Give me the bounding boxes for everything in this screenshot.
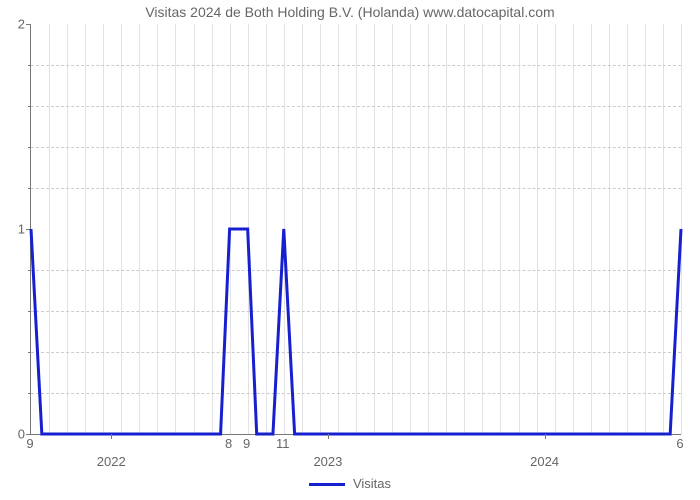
y-tick-label: 2 [7,17,25,32]
x-month-label: 6 [676,436,683,451]
legend-swatch [309,483,345,486]
legend: Visitas [0,476,700,491]
x-year-tick [328,434,329,439]
y-tick-label: 0 [7,427,25,442]
x-year-label: 2022 [97,454,126,469]
plot-area: 012 [30,24,681,435]
x-year-tick [545,434,546,439]
data-line [31,24,681,434]
x-month-label: 11 [276,436,290,451]
y-tick [26,434,31,435]
gridline-v [681,24,682,434]
x-year-label: 2024 [530,454,559,469]
x-month-label: 8 [225,436,232,451]
x-year-tick [111,434,112,439]
y-tick-label: 1 [7,222,25,237]
legend-label: Visitas [353,476,391,491]
x-month-label: 9 [243,436,250,451]
x-year-label: 2023 [313,454,342,469]
x-month-label: 9 [26,436,33,451]
chart-title: Visitas 2024 de Both Holding B.V. (Holan… [0,4,700,20]
